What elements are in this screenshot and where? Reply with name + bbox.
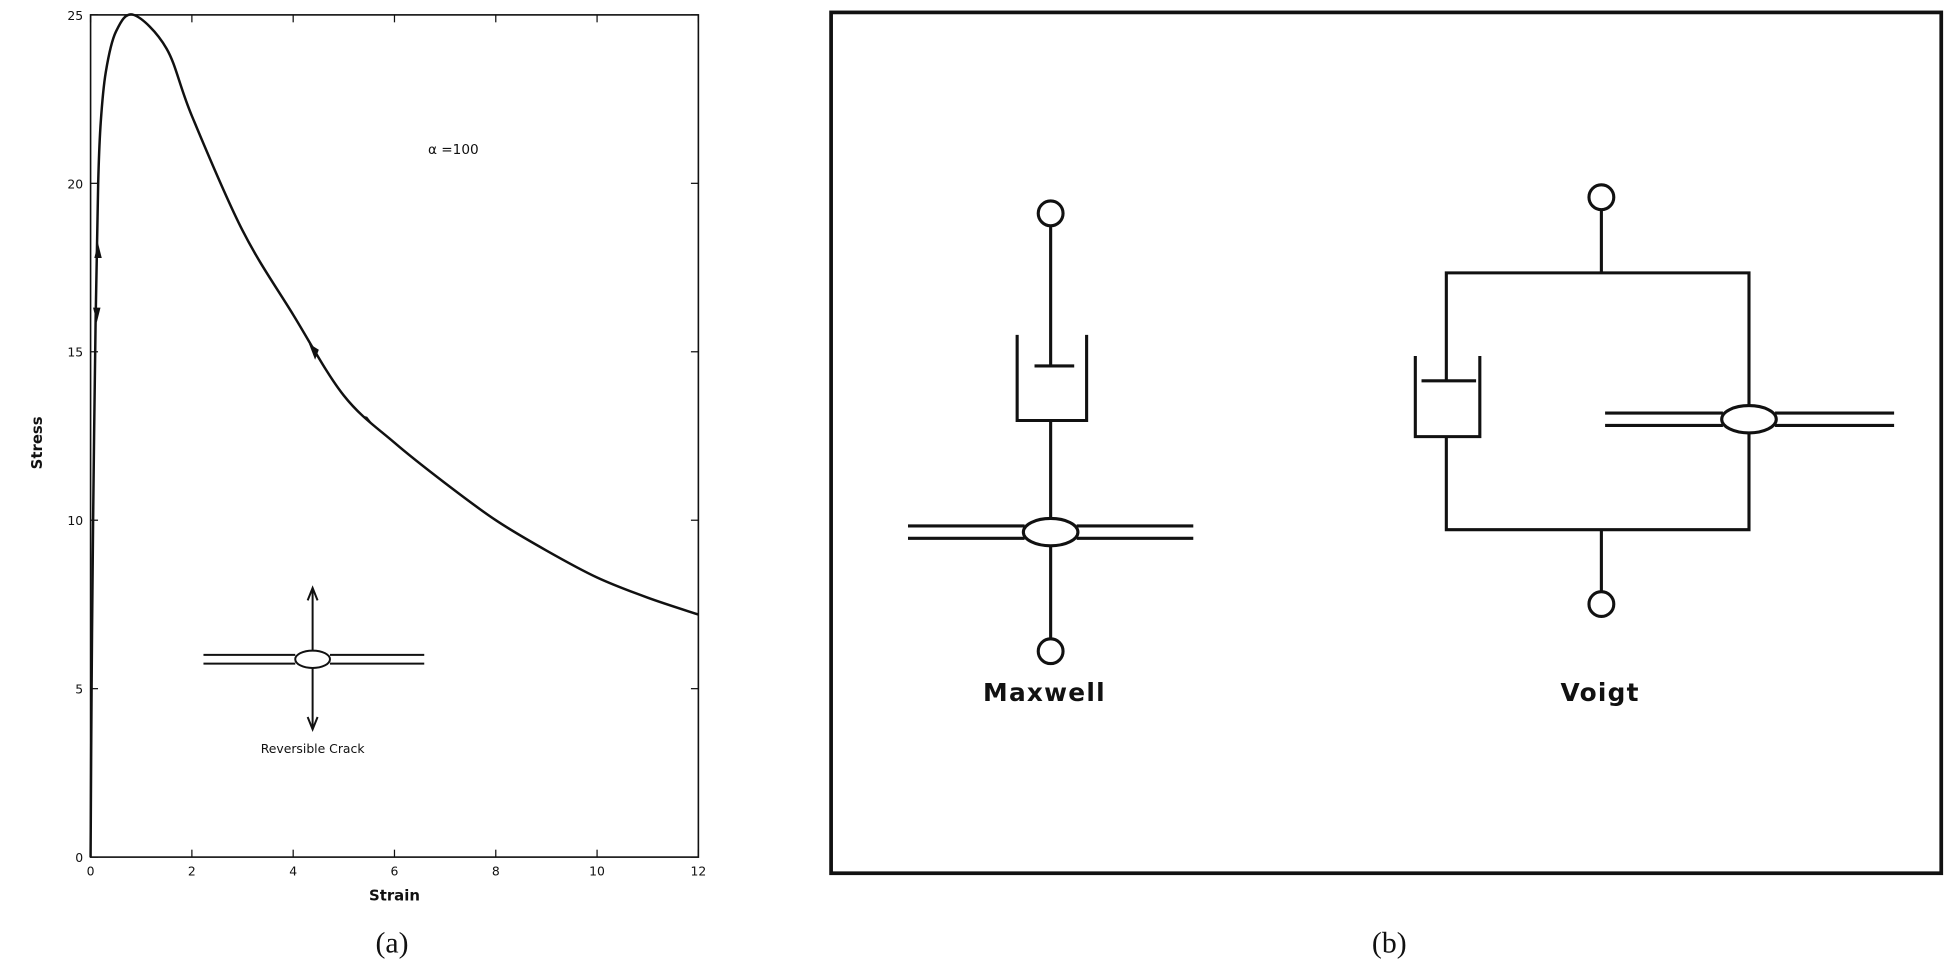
plot-frame bbox=[89, 14, 700, 858]
caption: (b) bbox=[1372, 927, 1407, 960]
x-axis-label: Strain bbox=[369, 887, 420, 905]
diagram-frame bbox=[829, 10, 1944, 876]
x-tick-label: 4 bbox=[289, 864, 297, 879]
x-tick-label: 2 bbox=[188, 864, 196, 879]
y-tick-label: 0 bbox=[75, 850, 83, 865]
curve bbox=[89, 13, 699, 858]
curve-arrows bbox=[93, 243, 376, 428]
voigt-model bbox=[1413, 183, 1895, 619]
y-tick-label: 5 bbox=[75, 682, 83, 697]
caption: (a) bbox=[375, 927, 408, 960]
annotation: α =100 bbox=[428, 142, 479, 158]
x-tick-label: 0 bbox=[87, 864, 95, 879]
crack-inset bbox=[203, 585, 425, 733]
x-tick-label: 8 bbox=[492, 864, 500, 879]
x-tick-label: 12 bbox=[690, 864, 706, 879]
model-label: Maxwell bbox=[983, 678, 1106, 707]
inset-label: Reversible Crack bbox=[261, 741, 366, 756]
x-tick-label: 6 bbox=[391, 864, 399, 879]
y-tick-label: 10 bbox=[67, 513, 83, 528]
y-tick-label: 25 bbox=[67, 8, 83, 23]
y-tick-label: 20 bbox=[67, 176, 83, 191]
y-axis-label: Stress bbox=[28, 416, 46, 469]
maxwell-model bbox=[907, 199, 1194, 666]
model-label: Voigt bbox=[1561, 678, 1640, 707]
y-tick-label: 15 bbox=[67, 345, 83, 360]
x-tick-label: 10 bbox=[589, 864, 605, 879]
